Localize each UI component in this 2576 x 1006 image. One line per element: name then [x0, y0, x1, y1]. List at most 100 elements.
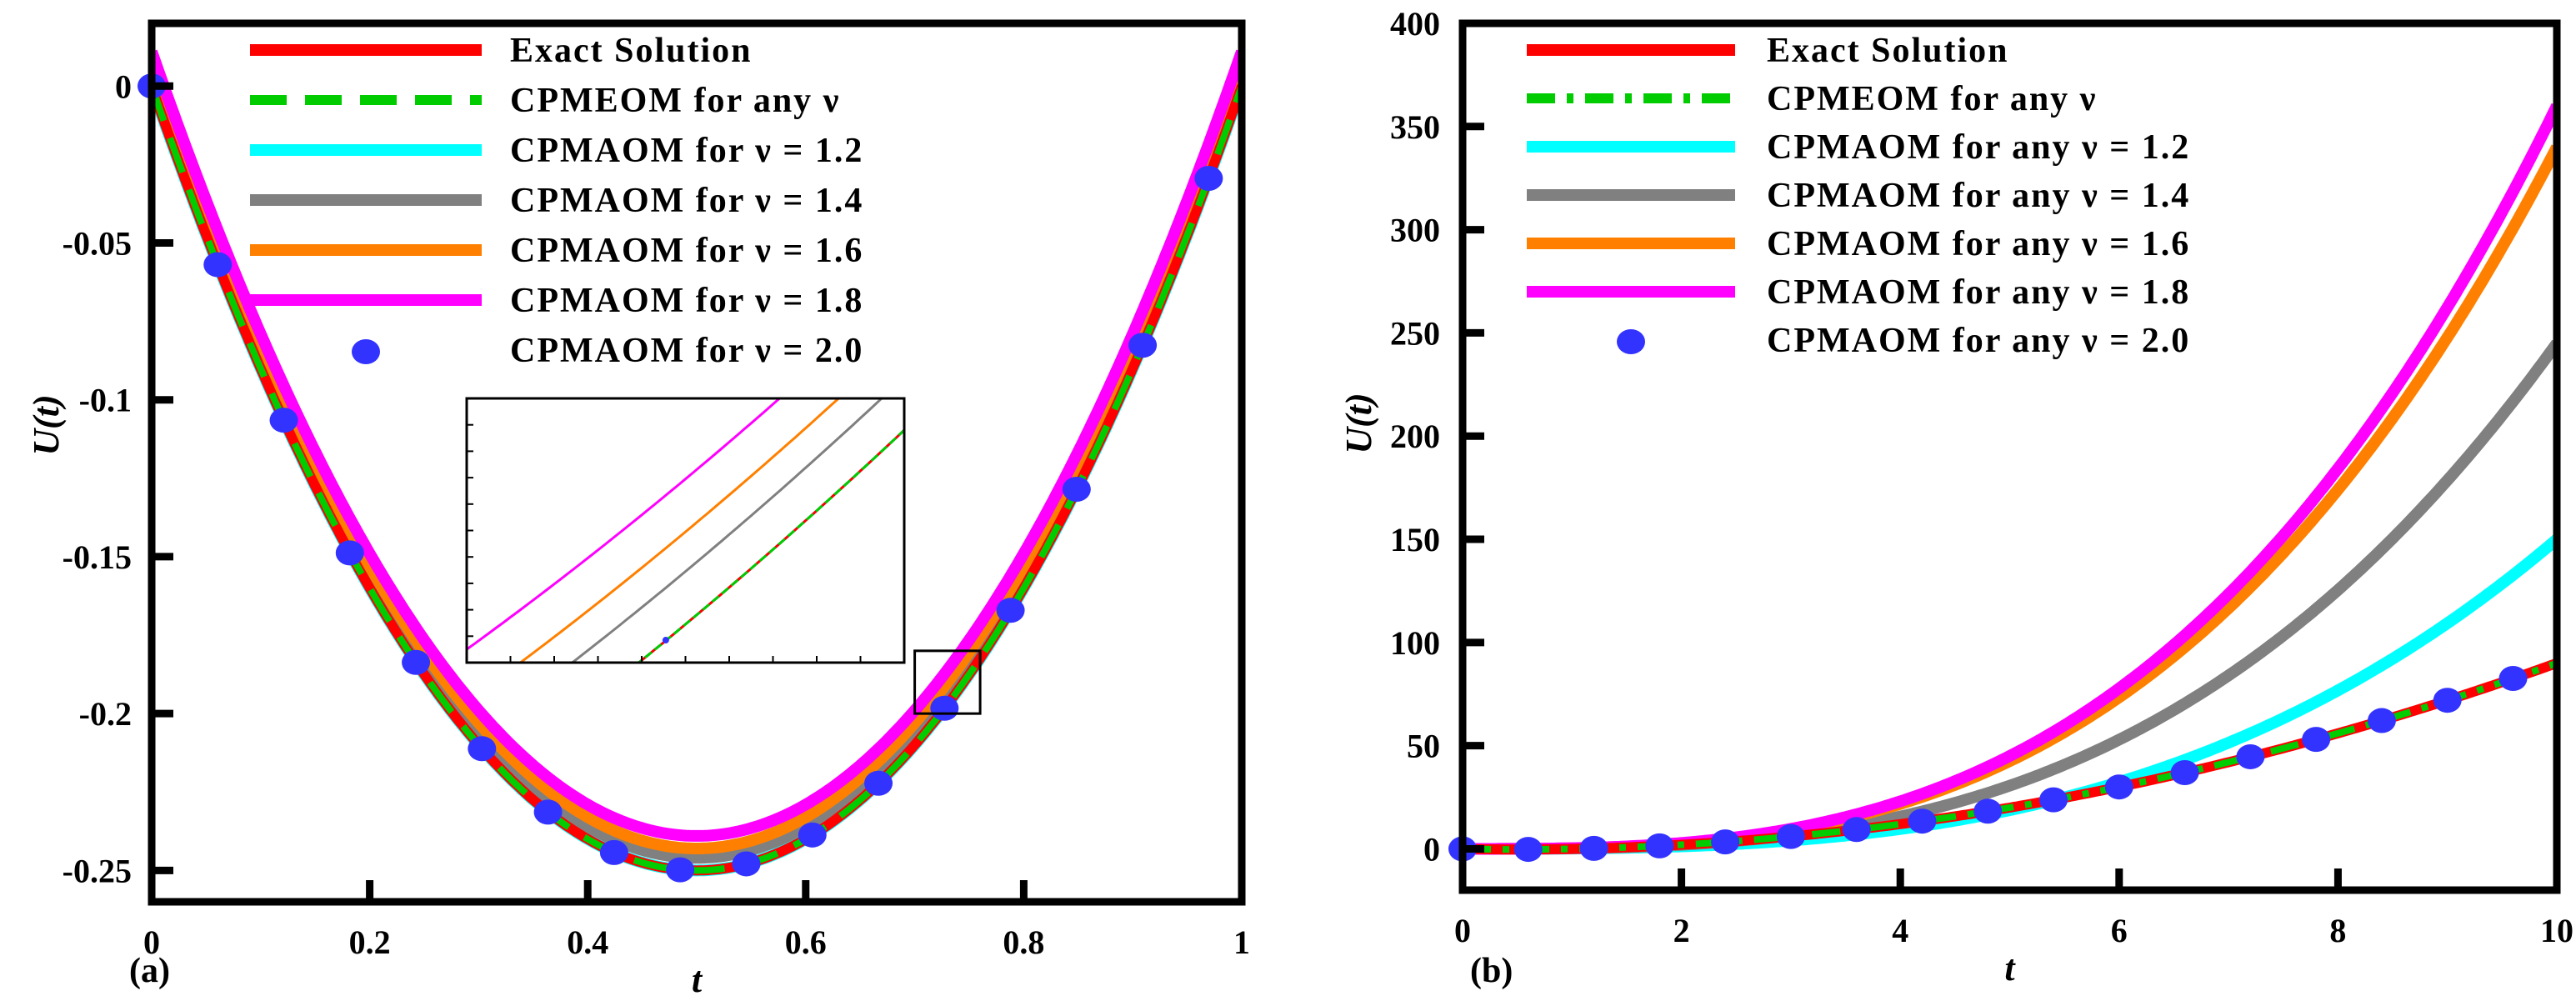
x-tick-label-b-0: 0 [1454, 912, 1471, 949]
legend-marker-a-6 [352, 339, 380, 364]
x-tick-label-b-3: 6 [2111, 912, 2128, 949]
data-point-b-3 [1645, 833, 1674, 858]
series-lines-a [152, 49, 1242, 877]
legend-label-a-3: CPMAOM for ν = 1.4 [510, 182, 863, 220]
data-point-b-11 [2170, 759, 2199, 785]
y-tick-label-a-5: -0.25 [63, 852, 132, 889]
series-lines-b [1463, 103, 2557, 855]
legend-label-b-5: CPMAOM for any ν = 1.8 [1767, 273, 2190, 312]
inset-lines [467, 398, 904, 663]
data-point-b-4 [1711, 829, 1740, 855]
data-point-a-16 [1194, 165, 1223, 191]
x-axis-title-b: t [2004, 948, 2016, 988]
x-tick-label-a-0: 0 [143, 923, 160, 961]
x-tick-label-a-2: 0.4 [567, 923, 608, 961]
legend-label-a-1: CPMEOM for any ν [510, 82, 840, 120]
y-axis-title-b: U(t) [1338, 393, 1379, 453]
series-markers-a [138, 73, 1223, 883]
data-point-a-13 [996, 598, 1025, 623]
data-point-a-7 [599, 839, 628, 865]
plot-frame-b [1458, 19, 2561, 894]
series-markers-b [1448, 666, 2528, 863]
chart-panel-a: 0 0.2 0.4 0.6 0.8 1 0 -0.05 -0.1 -0.15 -0.2 -0.25 t U… [26, 19, 1250, 1000]
y-tick-label-a-0: 0 [115, 68, 132, 105]
data-point-b-5 [1776, 823, 1805, 849]
data-point-a-15 [1128, 333, 1158, 358]
data-point-b-10 [2104, 774, 2133, 800]
legend-a: Exact Solution CPMEOM for any ν CPMAOM for… [250, 32, 863, 370]
panel-label-b: (b) [1470, 952, 1513, 990]
legend-label-a-6: CPMAOM for ν = 2.0 [510, 332, 863, 370]
series-line-a-4 [152, 62, 1242, 854]
inset-marker [662, 637, 669, 644]
data-point-a-5 [468, 736, 497, 762]
x-tick-label-a-5: 1 [1233, 923, 1250, 961]
x-tick-label-b-4: 8 [2329, 912, 2346, 949]
legend-label-b-6: CPMAOM for any ν = 2.0 [1767, 322, 2190, 360]
y-axis-title-a: U(t) [26, 394, 67, 455]
inset [465, 397, 906, 664]
y-tick-label-b-2: 100 [1390, 624, 1440, 662]
y-tick-label-b-3: 150 [1390, 521, 1440, 558]
y-tick-label-a-4: -0.2 [79, 695, 132, 733]
inset-line-5 [467, 398, 782, 651]
data-point-a-8 [666, 857, 695, 883]
legend-marker-b-6 [1617, 329, 1645, 354]
data-point-b-13 [2302, 727, 2331, 753]
legend-label-b-4: CPMAOM for any ν = 1.6 [1767, 225, 2190, 263]
data-point-a-14 [1062, 476, 1091, 502]
plot-frame-a [148, 19, 1246, 906]
y-tick-label-b-6: 300 [1390, 212, 1440, 249]
data-point-b-7 [1908, 808, 1937, 834]
legend-label-b-3: CPMAOM for any ν = 1.4 [1767, 177, 2190, 215]
data-point-a-12 [930, 695, 959, 721]
data-point-b-1 [1513, 837, 1543, 863]
y-tick-label-b-8: 400 [1390, 5, 1440, 43]
data-point-a-4 [402, 649, 431, 675]
x-tick-label-a-1: 0.2 [349, 923, 391, 961]
series-line-b-2 [1463, 534, 2557, 855]
x-tick-label-a-3: 0.6 [785, 923, 827, 961]
x-tick-label-b-2: 4 [1892, 912, 1908, 949]
legend-label-a-5: CPMAOM for ν = 1.8 [510, 282, 863, 320]
data-point-a-9 [732, 851, 761, 877]
legend-label-b-0: Exact Solution [1767, 32, 2009, 70]
x-axis-title-a: t [692, 959, 703, 1000]
inset-source-box [913, 649, 982, 715]
x-tick-label-a-4: 0.8 [1003, 923, 1044, 961]
data-point-b-2 [1579, 835, 1608, 861]
panel-label-a: (a) [129, 952, 170, 990]
chart-panel-b: 0 2 4 6 8 10050100150200250300350400tU(t)(b)E… [1338, 5, 2573, 990]
data-point-b-16 [2498, 666, 2528, 692]
series-line-a-5 [152, 49, 1242, 842]
inset-line-1 [637, 428, 904, 663]
series-line-b-1 [1463, 659, 2557, 853]
data-point-b-6 [1842, 817, 1871, 843]
legend-b: Exact Solution CPMEOM for any ν CPMAOM for… [1527, 32, 2190, 360]
legend-label-a-2: CPMAOM for ν = 1.2 [510, 132, 863, 170]
data-point-a-2 [269, 408, 298, 433]
data-point-b-8 [1973, 798, 2003, 824]
legend-label-b-2: CPMAOM for any ν = 1.2 [1767, 128, 2190, 167]
legend-label-a-0: Exact Solution [510, 32, 753, 70]
inset-line-4 [518, 398, 841, 663]
y-tick-label-b-1: 50 [1407, 728, 1440, 765]
x-tick-label-b-1: 2 [1673, 912, 1690, 949]
y-tick-label-b-0: 0 [1423, 830, 1440, 868]
inset-line-3 [570, 398, 884, 663]
y-tick-label-a-3: -0.15 [63, 538, 132, 576]
y-tick-label-b-5: 250 [1390, 314, 1440, 352]
data-point-a-11 [864, 770, 893, 796]
data-point-b-12 [2236, 743, 2265, 769]
data-point-b-9 [2039, 787, 2068, 813]
legend-label-b-1: CPMEOM for any ν [1767, 80, 2097, 118]
data-point-a-3 [335, 540, 364, 566]
series-line-b-5 [1463, 103, 2557, 855]
data-point-b-14 [2367, 708, 2396, 733]
data-point-a-6 [533, 799, 563, 825]
data-point-b-15 [2433, 688, 2462, 713]
y-tick-label-b-4: 200 [1390, 418, 1440, 455]
y-tick-label-b-7: 350 [1390, 108, 1440, 146]
